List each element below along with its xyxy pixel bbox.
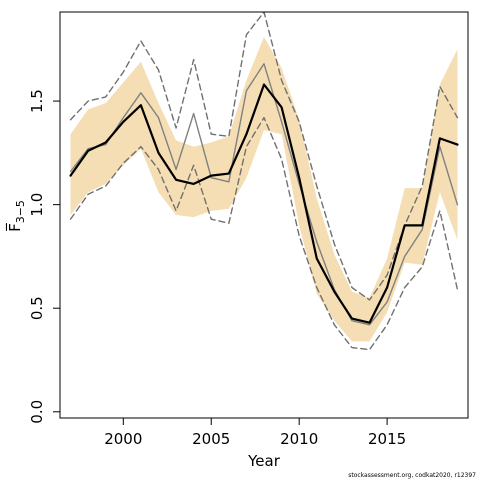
x-tick-label: 2010 (280, 430, 318, 448)
x-tick-label: 2015 (368, 430, 406, 448)
credit-text: stockassessment.org, codkat2020, r12397 (348, 472, 476, 479)
y-tick-label: 0.5 (28, 296, 46, 320)
x-axis-title: Year (247, 452, 281, 470)
confidence-band (70, 36, 458, 342)
x-tick-label: 2000 (104, 430, 142, 448)
y-axis-title: F̅3−5 (5, 200, 27, 232)
y-axis-title-subscript: 3−5 (14, 200, 27, 223)
series-lines-layer (69, 12, 459, 351)
x-axis: 2000 2005 2010 2015 (104, 417, 406, 448)
y-axis-title-main: F̅ (5, 222, 24, 232)
y-tick-label: 1.0 (28, 193, 46, 217)
series-line-estimate (69, 83, 459, 324)
y-tick-label: 1.5 (28, 89, 46, 113)
y-tick-label: 0.0 (28, 400, 46, 424)
y-axis: 0.0 0.5 1.0 1.5 (28, 89, 61, 424)
series-line-secondary-estimate (69, 63, 459, 326)
series-line-upper-dashed (69, 12, 459, 301)
x-tick-label: 2005 (192, 430, 230, 448)
confidence-band-layer (70, 36, 458, 342)
series-line-lower-dashed (69, 116, 459, 351)
